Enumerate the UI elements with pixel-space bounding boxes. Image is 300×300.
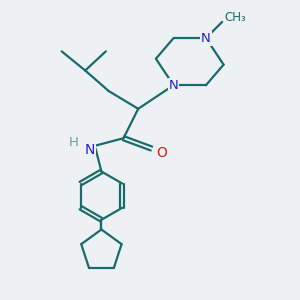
Text: N: N xyxy=(201,32,211,45)
Text: CH₃: CH₃ xyxy=(224,11,246,24)
Text: O: O xyxy=(156,146,167,160)
Text: N: N xyxy=(85,143,95,157)
Text: N: N xyxy=(169,79,178,92)
Text: H: H xyxy=(68,136,78,149)
